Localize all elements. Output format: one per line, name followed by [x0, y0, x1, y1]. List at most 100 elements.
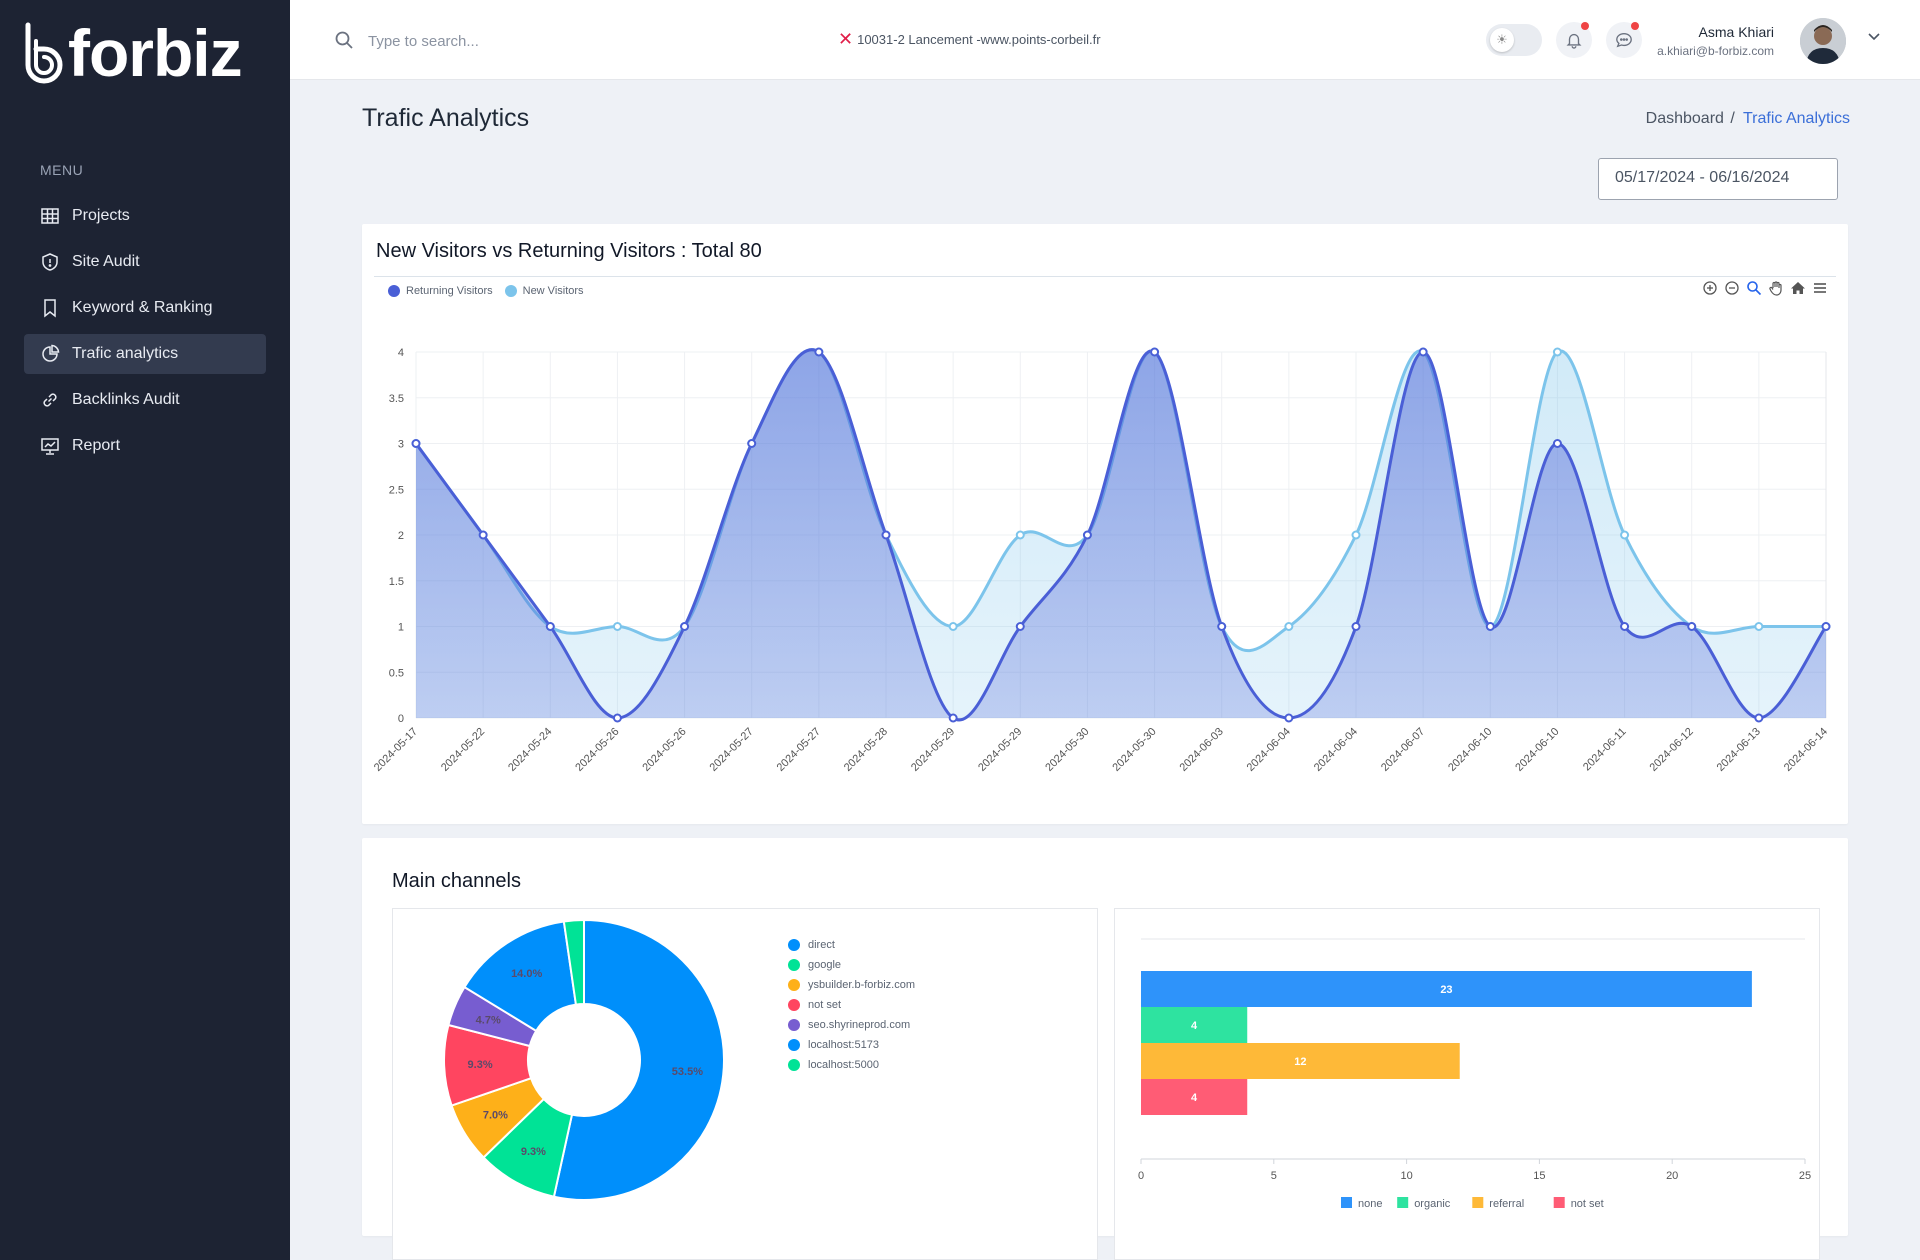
- zoom-out-icon[interactable]: [1724, 280, 1740, 296]
- legend-item-not-set[interactable]: not set: [1553, 1197, 1604, 1210]
- y-tick-label: 3: [398, 439, 404, 451]
- bar-not-set[interactable]: [1141, 1079, 1248, 1115]
- sidebar-item-keyword-ranking[interactable]: Keyword & Ranking: [24, 288, 266, 328]
- sidebar-item-trafic-analytics[interactable]: Trafic analytics: [24, 334, 266, 374]
- zoom-in-icon[interactable]: [1702, 280, 1718, 296]
- chevron-down-icon[interactable]: [1866, 28, 1882, 44]
- legend-label: direct: [808, 939, 835, 951]
- shield-icon: [42, 253, 58, 271]
- legend-item-new[interactable]: New Visitors: [504, 285, 584, 297]
- x-tick-label: 2024-06-14: [1782, 726, 1830, 774]
- data-point-returning[interactable]: [1552, 439, 1562, 448]
- legend-item-google[interactable]: google: [788, 955, 915, 975]
- legend-item-none[interactable]: none: [1341, 1197, 1382, 1210]
- x-tick-label: 5: [1271, 1170, 1277, 1182]
- bar-none[interactable]: [1141, 971, 1752, 1007]
- data-point-new[interactable]: [1620, 530, 1630, 540]
- sidebar: forbiz MENU Projects Site Audit Keyword …: [0, 0, 290, 1260]
- channels-card-title: Main channels: [392, 870, 521, 892]
- legend-item-direct[interactable]: direct: [788, 935, 915, 955]
- pie-slice[interactable]: [463, 920, 578, 1033]
- sidebar-item-backlinks-audit[interactable]: Backlinks Audit: [24, 380, 266, 420]
- legend-item-localhost-5173[interactable]: localhost:5173: [788, 1035, 915, 1055]
- data-point-returning[interactable]: [411, 439, 421, 448]
- data-point-returning[interactable]: [1015, 622, 1025, 631]
- theme-toggle[interactable]: ☀: [1486, 24, 1542, 56]
- data-point-returning[interactable]: [1821, 622, 1831, 631]
- data-point-returning[interactable]: [1687, 622, 1697, 631]
- pan-hand-icon[interactable]: [1768, 280, 1784, 296]
- data-point-new[interactable]: [1015, 530, 1025, 540]
- data-point-new[interactable]: [1754, 622, 1764, 631]
- current-project[interactable]: ✕ 10031-2 Lancement -www.points-corbeil.…: [838, 30, 1101, 48]
- data-point-returning[interactable]: [747, 439, 757, 448]
- avatar[interactable]: [1800, 18, 1846, 64]
- legend-label: seo.shyrineprod.com: [808, 1019, 911, 1031]
- search-input[interactable]: [368, 26, 668, 56]
- brand-logo[interactable]: forbiz: [22, 18, 243, 88]
- legend-label: New Visitors: [522, 285, 584, 297]
- data-point-returning[interactable]: [1351, 622, 1361, 631]
- slice-data-label: 9.3%: [521, 1146, 546, 1158]
- data-point-returning[interactable]: [1284, 713, 1294, 723]
- data-point-returning[interactable]: [1217, 622, 1227, 631]
- legend-item-seo-shyrineprod-com[interactable]: seo.shyrineprod.com: [788, 1015, 915, 1035]
- sidebar-item-report[interactable]: Report: [24, 426, 266, 466]
- data-point-returning[interactable]: [612, 713, 622, 723]
- y-tick-label: 0: [398, 713, 404, 725]
- data-point-returning[interactable]: [814, 347, 824, 357]
- data-point-returning[interactable]: [1485, 622, 1495, 631]
- data-point-returning[interactable]: [1418, 347, 1428, 357]
- user-name[interactable]: Asma Khiari: [1698, 24, 1774, 40]
- notifications-button[interactable]: [1556, 22, 1592, 58]
- data-point-returning[interactable]: [881, 530, 891, 540]
- menu-icon[interactable]: [1812, 280, 1828, 296]
- breadcrumb-root[interactable]: Dashboard: [1645, 110, 1724, 127]
- legend-label: ysbuilder.b-forbiz.com: [808, 979, 915, 991]
- legend-item-not-set[interactable]: not set: [788, 995, 915, 1015]
- bar-data-label: 4: [1191, 1020, 1198, 1032]
- magnifier-zoom-icon[interactable]: [1746, 280, 1762, 296]
- data-point-returning[interactable]: [1620, 622, 1630, 631]
- legend-item-organic[interactable]: organic: [1397, 1197, 1451, 1210]
- bar-referral[interactable]: [1141, 1043, 1460, 1079]
- pie-slice[interactable]: [562, 918, 585, 1006]
- search-icon[interactable]: [334, 30, 354, 50]
- data-point-returning[interactable]: [1754, 713, 1764, 723]
- bar-data-label: 23: [1440, 984, 1452, 996]
- legend-label: none: [1358, 1198, 1382, 1210]
- data-point-returning[interactable]: [1150, 347, 1160, 357]
- data-point-returning[interactable]: [1082, 530, 1092, 540]
- legend-item-returning[interactable]: Returning Visitors: [388, 285, 493, 297]
- breadcrumb-separator: /: [1730, 110, 1735, 127]
- data-point-new[interactable]: [612, 622, 622, 631]
- legend-item-localhost-5000[interactable]: localhost:5000: [788, 1055, 915, 1075]
- pie-slice[interactable]: [552, 918, 725, 1201]
- x-tick-label: 25: [1799, 1170, 1811, 1182]
- legend-item-referral[interactable]: referral: [1472, 1197, 1524, 1210]
- channels-bar-chart: 0 5 10 15 20 25 23 4 12 4 none organic referral not s…: [1138, 938, 1811, 1210]
- bar-organic[interactable]: [1141, 1007, 1248, 1043]
- messages-button[interactable]: [1606, 22, 1642, 58]
- x-tick-label: 2024-05-27: [775, 726, 823, 774]
- date-range-picker[interactable]: 05/17/2024 - 06/16/2024: [1598, 158, 1838, 200]
- x-tick-label: 0: [1138, 1170, 1144, 1182]
- data-point-new[interactable]: [1552, 347, 1562, 357]
- data-point-returning[interactable]: [948, 713, 958, 723]
- slice-data-label: 53.5%: [672, 1066, 703, 1078]
- card-divider: [374, 276, 1836, 277]
- data-point-new[interactable]: [1284, 622, 1294, 631]
- data-point-new[interactable]: [948, 622, 958, 631]
- home-reset-icon[interactable]: [1790, 280, 1806, 296]
- data-point-returning[interactable]: [478, 530, 488, 540]
- sidebar-item-projects[interactable]: Projects: [24, 196, 266, 236]
- data-point-returning[interactable]: [680, 622, 690, 631]
- sidebar-item-site-audit[interactable]: Site Audit: [24, 242, 266, 282]
- legend-item-ysbuilder-b-forbiz-com[interactable]: ysbuilder.b-forbiz.com: [788, 975, 915, 995]
- visitors-legend: Returning Visitors New Visitors: [388, 285, 596, 297]
- x-tick-label: 20: [1666, 1170, 1678, 1182]
- data-point-new[interactable]: [1351, 530, 1361, 540]
- data-point-returning[interactable]: [545, 622, 555, 631]
- legend-label: localhost:5173: [808, 1039, 879, 1051]
- menu-title: MENU: [40, 162, 84, 178]
